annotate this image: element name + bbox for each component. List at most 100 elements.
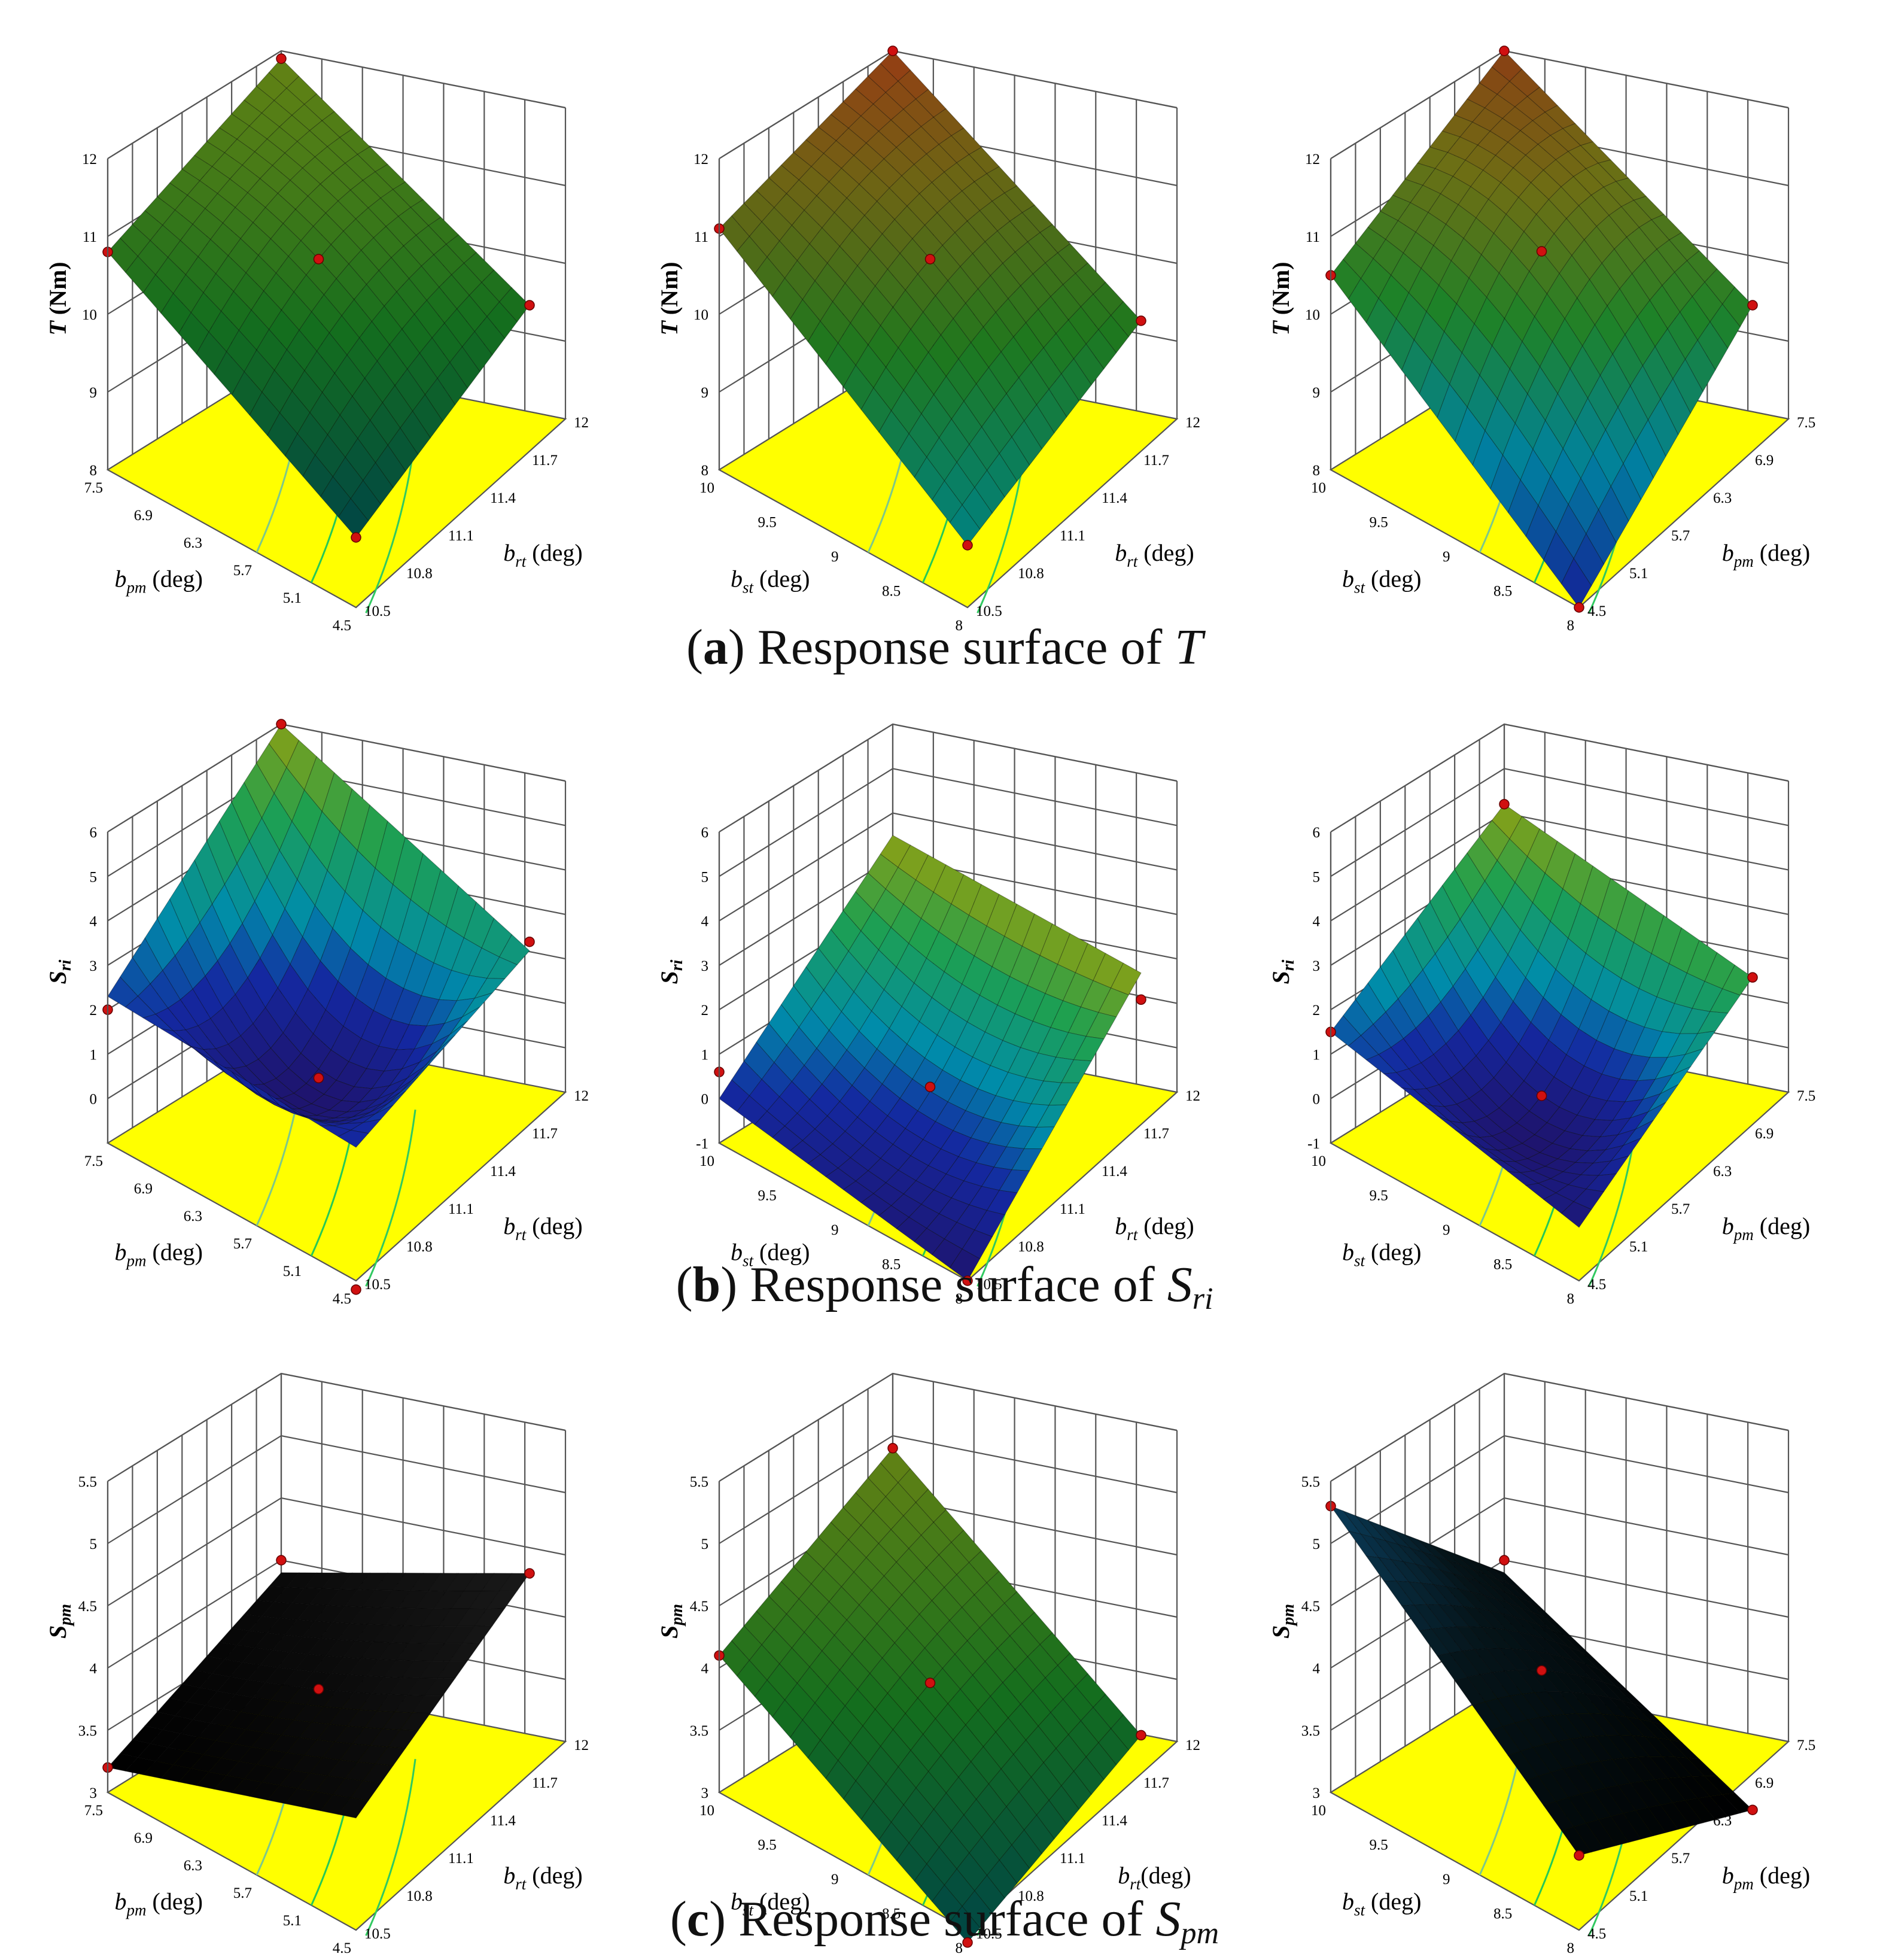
caption-b-text: Response surface of <box>737 1257 1167 1312</box>
z-tick-label: 3.5 <box>78 1723 97 1739</box>
z-tick-label: 5 <box>90 869 98 885</box>
y-tick-label: 12 <box>1185 415 1200 431</box>
y-tick-label: 11.1 <box>448 1201 474 1217</box>
y-tick-label: 6.3 <box>1713 1163 1732 1180</box>
design-point <box>924 1678 936 1688</box>
x-tick-label: 8 <box>1567 1291 1575 1307</box>
z-tick-label: 3 <box>90 958 98 974</box>
design-point <box>1536 1090 1547 1101</box>
z-tick-label: 10 <box>693 307 708 323</box>
x-tick-label: 9 <box>831 1871 839 1888</box>
x-tick-label: 9.5 <box>1370 515 1388 531</box>
z-axis-label-subscript: pm <box>56 1604 75 1627</box>
x-tick-label: 9 <box>1443 549 1450 565</box>
y-tick-label: 6.9 <box>1755 1126 1774 1142</box>
z-tick-label: 3 <box>1313 1785 1321 1801</box>
surface-mesh <box>107 724 530 1148</box>
surface-patch <box>1573 1189 1605 1210</box>
z-axis-label-symbol: S <box>44 971 71 984</box>
x-tick-label: 8 <box>1567 1940 1575 1956</box>
surface-patch <box>1684 1031 1716 1055</box>
z-tick-label: 11 <box>694 229 708 245</box>
y-axis-label-unit: (deg) <box>1754 1213 1810 1239</box>
surface-patch <box>449 1006 480 1035</box>
x-tick-label: 8 <box>956 1291 963 1307</box>
surface-patch <box>949 1248 981 1281</box>
y-axis-label: bpm (deg) <box>1722 1213 1810 1244</box>
surface-patch <box>1635 419 1666 479</box>
y-tick-label: 5.7 <box>1671 1201 1690 1217</box>
surface-patch <box>1659 1066 1692 1095</box>
z-tick-label: 8 <box>1313 463 1321 479</box>
design-point <box>1136 994 1146 1005</box>
surface-patch <box>1561 1201 1592 1228</box>
y-tick-label: 11.1 <box>448 528 474 544</box>
y-tick-label: 11.1 <box>448 1850 474 1867</box>
z-tick-label: 5.5 <box>78 1474 97 1490</box>
y-tick-label: 12 <box>574 415 589 431</box>
z-tick-label: 4 <box>90 1661 98 1677</box>
z-tick-label: 9 <box>1313 385 1321 401</box>
z-tick-label: 12 <box>82 151 97 168</box>
y-axis-label-symbol: b <box>1115 1213 1127 1239</box>
x-axis-label-symbol: b <box>1342 1239 1354 1266</box>
y-tick-label: 11.7 <box>1143 1775 1169 1791</box>
y-axis-label-symbol: b <box>503 1862 515 1889</box>
grid-line <box>1330 1372 1789 1482</box>
x-tick-label: 8.5 <box>1493 1906 1512 1922</box>
y-tick-label: 12 <box>574 1088 589 1104</box>
x-tick-label: 8 <box>956 1940 963 1956</box>
caption-a-symbol: T <box>1175 619 1203 675</box>
caption-b-label: b <box>692 1257 721 1312</box>
y-tick-label: 10.5 <box>976 603 1002 619</box>
y-axis-label: brt(deg) <box>1118 1862 1191 1893</box>
contour-line <box>365 1110 416 1287</box>
z-tick-label: 1 <box>1313 1047 1321 1063</box>
y-tick-label: 11.1 <box>1060 528 1085 544</box>
y-axis-label-unit: (deg) <box>526 1213 582 1239</box>
x-tick-label: 9.5 <box>758 1188 777 1204</box>
design-point <box>924 1081 936 1092</box>
design-point <box>351 1284 361 1295</box>
y-tick-label: 10.5 <box>364 1277 391 1293</box>
y-tick-label: 11.1 <box>1060 1850 1085 1867</box>
chart-panel-5: -10123456Sri109.598.5810.510.811.111.411… <box>656 723 1200 1307</box>
contour-line <box>365 1759 416 1936</box>
caption-c: (c) Response surface of Spm <box>670 1891 1219 1951</box>
z-tick-label: 6 <box>1313 825 1321 841</box>
y-tick-label: 10.5 <box>364 603 391 619</box>
x-axis-label-subscript: st <box>743 1901 755 1919</box>
surface-patch <box>400 411 431 455</box>
chart-panel-3: 8 9 10 11 12 T (Nm) 10 9.5 9 8.5 8 4.5 5.1 5.7 6.3 6.9 7… <box>1267 45 1815 634</box>
design-point <box>887 1443 898 1454</box>
surface-patch <box>949 1906 981 1943</box>
z-tick-label: 6 <box>701 825 709 841</box>
y-tick-label: 4.5 <box>1587 1277 1606 1293</box>
design-point <box>313 1072 324 1084</box>
chart-panel-7: 3 3.5 4 4.5 5 5.5 Spm 7.5 6.9 6.3 5.7 5.1 4.5 10.5 10.… <box>44 1372 589 1956</box>
z-axis-label-symbol: T <box>1267 320 1294 336</box>
y-tick-label: 12 <box>574 1737 589 1754</box>
surface-patch <box>1073 1756 1105 1795</box>
x-axis-label-unit: (deg) <box>753 1239 810 1266</box>
x-axis-label: bst (deg) <box>1342 566 1421 597</box>
surface-mesh <box>1330 804 1753 1228</box>
grid-line <box>1330 723 1789 832</box>
z-axis-label: Sri <box>1267 959 1298 984</box>
design-point <box>1499 798 1510 810</box>
design-point <box>1574 602 1584 613</box>
y-tick-label: 6.9 <box>1755 452 1774 469</box>
y-axis-label-symbol: b <box>1722 539 1734 566</box>
chart-panel-2: 8 9 10 11 12 T (Nm) 10 9.5 9 8.5 8 10.5 10.8 11.1 11.4… <box>656 45 1200 634</box>
surface-mesh <box>107 1572 530 1819</box>
y-axis-label-unit: (deg) <box>1140 1862 1191 1889</box>
surface-patch <box>462 992 494 1017</box>
y-axis-label-symbol: b <box>1118 1862 1130 1889</box>
design-point <box>1136 315 1146 326</box>
grid-line <box>719 1372 1178 1482</box>
surface-patch <box>986 1859 1018 1899</box>
y-tick-label: 11.1 <box>1060 1201 1085 1217</box>
surface-patch <box>1036 1104 1067 1128</box>
